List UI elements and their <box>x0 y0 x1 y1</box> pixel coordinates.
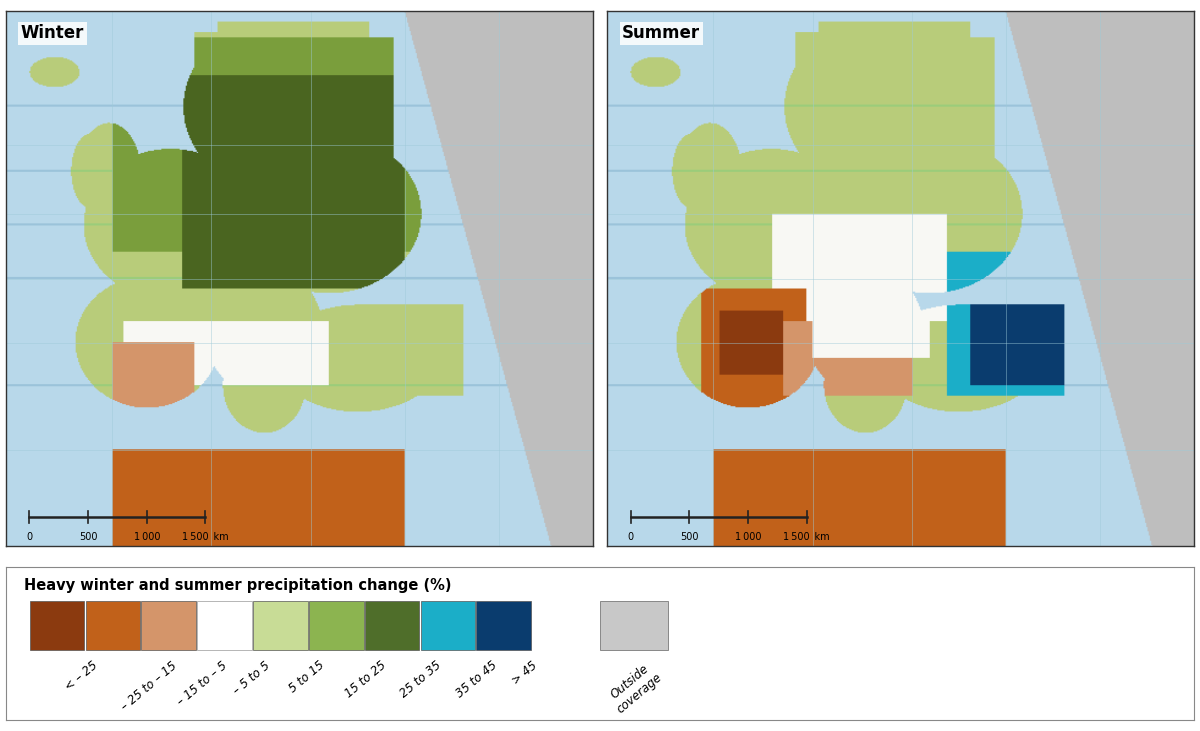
Bar <box>308 601 364 650</box>
Text: 35 to 45: 35 to 45 <box>454 659 500 700</box>
Text: 500: 500 <box>79 532 97 542</box>
Bar <box>30 601 84 650</box>
Text: 500: 500 <box>680 532 698 542</box>
Bar <box>253 601 307 650</box>
Text: < – 25: < – 25 <box>64 659 101 694</box>
Text: 1 500 km: 1 500 km <box>182 532 229 542</box>
Bar <box>85 601 140 650</box>
Text: – 5 to 5: – 5 to 5 <box>230 659 272 697</box>
Bar <box>476 601 532 650</box>
Text: – 15 to – 5: – 15 to – 5 <box>175 659 230 708</box>
Text: 1 500 km: 1 500 km <box>784 532 830 542</box>
Text: 0: 0 <box>26 532 32 542</box>
Text: Winter: Winter <box>20 24 84 42</box>
Text: 5 to 15: 5 to 15 <box>287 659 326 696</box>
Text: Summer: Summer <box>622 24 700 42</box>
Bar <box>365 601 420 650</box>
Text: Outside
coverage: Outside coverage <box>604 659 664 716</box>
Text: 25 to 35: 25 to 35 <box>398 659 444 700</box>
Text: > 45: > 45 <box>510 659 540 687</box>
Bar <box>600 601 668 650</box>
Bar <box>142 601 196 650</box>
Text: 0: 0 <box>628 532 634 542</box>
Text: 1 000: 1 000 <box>133 532 160 542</box>
Text: – 25 to – 15: – 25 to – 15 <box>119 659 180 713</box>
Text: 1 000: 1 000 <box>734 532 761 542</box>
Bar <box>197 601 252 650</box>
Text: Heavy winter and summer precipitation change (%): Heavy winter and summer precipitation ch… <box>24 577 451 593</box>
Text: 15 to 25: 15 to 25 <box>342 659 389 700</box>
Bar <box>421 601 475 650</box>
